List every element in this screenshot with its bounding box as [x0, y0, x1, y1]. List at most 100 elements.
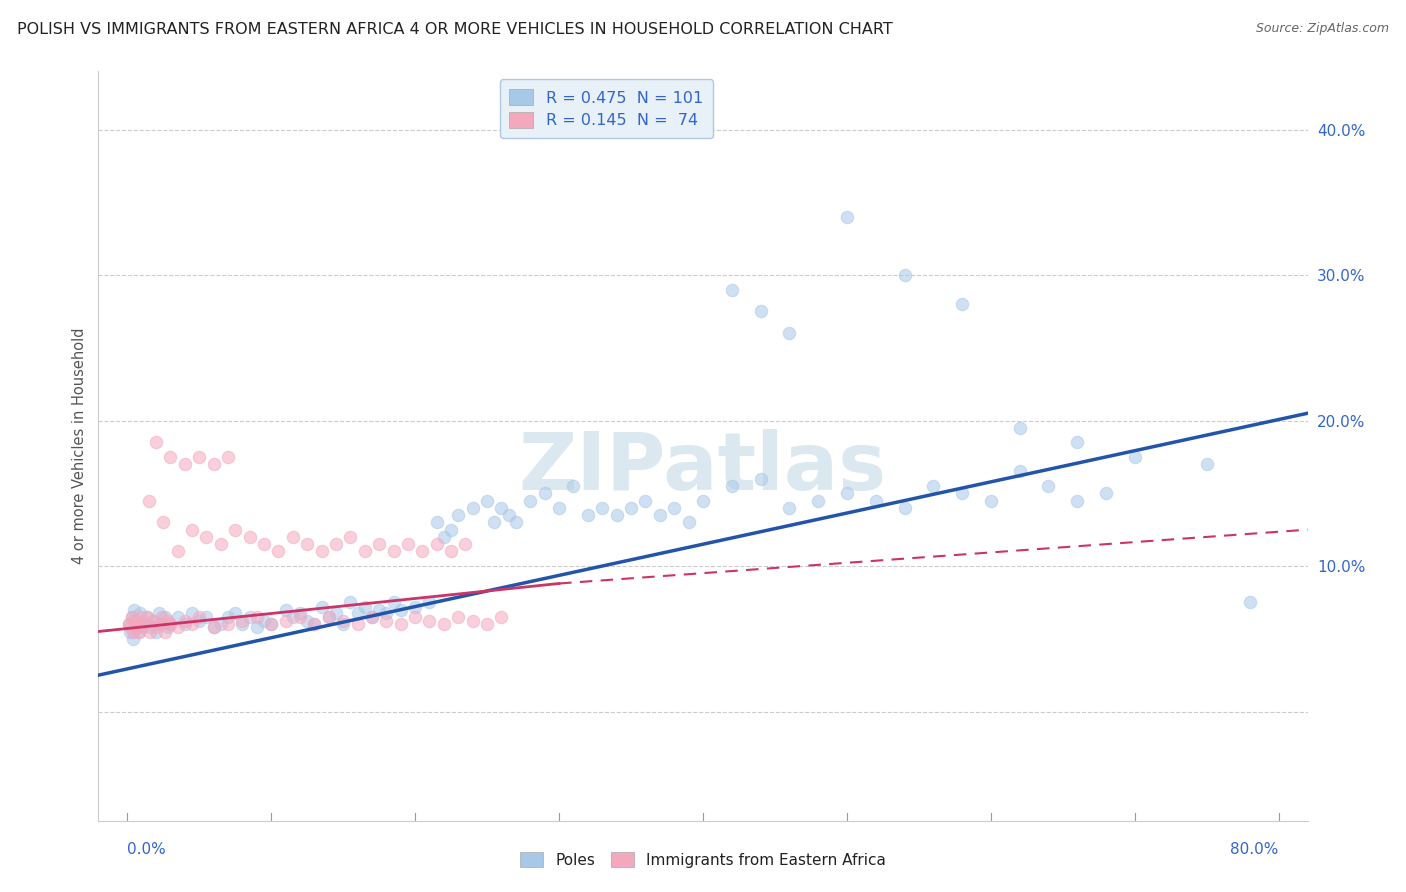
Point [1195, 457, 1218, 471]
Text: 0.0%: 0.0% [127, 842, 166, 857]
Point [136, 610, 159, 624]
Point [166, 544, 188, 558]
Point [120, 624, 142, 639]
Point [404, 599, 426, 614]
Point [142, 615, 165, 629]
Point [295, 615, 318, 629]
Point [634, 493, 657, 508]
Point [142, 615, 165, 629]
Point [475, 493, 498, 508]
Point [202, 620, 225, 634]
Point [202, 620, 225, 634]
Point [318, 610, 340, 624]
Point [129, 606, 152, 620]
Point [166, 620, 188, 634]
Point [426, 516, 449, 530]
Point [274, 602, 297, 616]
Point [692, 493, 714, 508]
Point [1038, 479, 1060, 493]
Point [209, 617, 232, 632]
Point [181, 523, 204, 537]
Point [148, 606, 170, 620]
Point [375, 606, 398, 620]
Point [332, 615, 354, 629]
Point [562, 479, 585, 493]
Point [339, 530, 361, 544]
Point [274, 615, 297, 629]
Point [260, 617, 283, 632]
Point [159, 450, 181, 464]
Point [576, 508, 599, 522]
Point [181, 617, 204, 632]
Point [498, 508, 520, 522]
Point [835, 486, 858, 500]
Point [491, 610, 513, 624]
Point [454, 537, 477, 551]
Point [606, 508, 628, 522]
Point [648, 508, 671, 522]
Point [131, 620, 153, 634]
Point [778, 500, 800, 515]
Point [426, 537, 449, 551]
Point [134, 617, 156, 632]
Point [122, 624, 145, 639]
Point [382, 595, 405, 609]
Point [173, 457, 195, 471]
Point [678, 516, 700, 530]
Point [447, 610, 470, 624]
Point [129, 610, 152, 624]
Point [620, 500, 643, 515]
Point [548, 500, 571, 515]
Point [246, 610, 269, 624]
Point [411, 544, 433, 558]
Point [188, 610, 211, 624]
Point [304, 617, 326, 632]
Point [1239, 595, 1261, 609]
Point [440, 523, 463, 537]
Point [134, 617, 156, 632]
Point [239, 530, 262, 544]
Point [166, 610, 188, 624]
Point [145, 620, 167, 634]
Point [139, 620, 162, 634]
Point [807, 493, 830, 508]
Point [835, 210, 858, 224]
Point [253, 615, 276, 629]
Point [159, 617, 181, 632]
Point [231, 615, 253, 629]
Point [195, 530, 218, 544]
Point [173, 617, 195, 632]
Point [121, 610, 143, 624]
Point [1066, 435, 1088, 450]
Point [346, 617, 368, 632]
Legend: R = 0.475  N = 101, R = 0.145  N =  74: R = 0.475 N = 101, R = 0.145 N = 74 [499, 79, 713, 138]
Point [260, 617, 283, 632]
Point [188, 450, 211, 464]
Point [346, 606, 368, 620]
Point [491, 500, 513, 515]
Point [1008, 465, 1031, 479]
Point [325, 606, 347, 620]
Point [353, 544, 375, 558]
Point [311, 599, 333, 614]
Point [127, 615, 149, 629]
Point [1008, 421, 1031, 435]
Point [152, 516, 174, 530]
Point [505, 516, 527, 530]
Point [1123, 450, 1146, 464]
Point [120, 620, 142, 634]
Point [778, 326, 800, 341]
Point [181, 606, 204, 620]
Point [361, 610, 384, 624]
Point [418, 595, 440, 609]
Point [440, 544, 463, 558]
Point [375, 615, 398, 629]
Point [217, 450, 239, 464]
Point [288, 606, 311, 620]
Legend: Poles, Immigrants from Eastern Africa: Poles, Immigrants from Eastern Africa [513, 844, 893, 875]
Text: ZIPatlas: ZIPatlas [519, 429, 887, 508]
Point [382, 544, 405, 558]
Point [281, 530, 304, 544]
Point [361, 610, 384, 624]
Point [124, 615, 146, 629]
